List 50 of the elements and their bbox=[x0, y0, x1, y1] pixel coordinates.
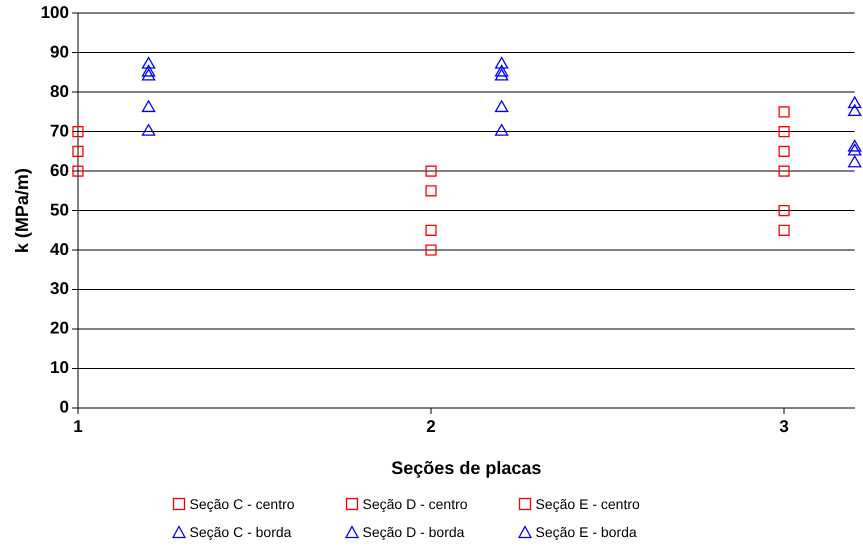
x-tick-label: 3 bbox=[779, 416, 789, 436]
legend-label: Seção E - centro bbox=[536, 496, 640, 512]
point bbox=[425, 185, 437, 196]
y-tick-label: 30 bbox=[50, 279, 69, 298]
point bbox=[778, 146, 790, 157]
x-tick-label: 2 bbox=[426, 416, 436, 436]
point bbox=[848, 140, 862, 152]
y-tick-label: 70 bbox=[50, 121, 69, 140]
point bbox=[72, 146, 84, 157]
point bbox=[494, 68, 508, 81]
y-tick-label: 100 bbox=[40, 2, 69, 22]
y-tick-label: 80 bbox=[50, 82, 69, 101]
point bbox=[425, 166, 437, 177]
point bbox=[778, 126, 790, 138]
x-tick-label: 1 bbox=[73, 416, 83, 436]
y-tick-label: 10 bbox=[50, 358, 69, 378]
point bbox=[142, 124, 156, 136]
y-tick-label: 50 bbox=[50, 200, 69, 220]
point bbox=[72, 166, 84, 177]
point bbox=[848, 96, 862, 108]
point bbox=[848, 156, 862, 168]
y-tick-label: 60 bbox=[50, 160, 69, 180]
point bbox=[494, 56, 508, 69]
legend-label: Seção D - borda bbox=[362, 524, 464, 540]
point bbox=[142, 68, 156, 81]
point bbox=[494, 124, 508, 136]
point bbox=[425, 244, 437, 256]
y-tick-label: 0 bbox=[59, 398, 69, 417]
legend-label: Seção E - borda bbox=[536, 524, 637, 540]
point bbox=[778, 205, 790, 216]
point bbox=[142, 64, 156, 77]
legend-label: Seção C - centro bbox=[190, 496, 295, 512]
point bbox=[142, 100, 156, 112]
y-tick-label: 40 bbox=[50, 240, 69, 259]
point bbox=[778, 106, 790, 118]
point bbox=[142, 56, 156, 69]
point bbox=[425, 224, 437, 236]
x-axis-title: Seções de placas bbox=[391, 458, 542, 478]
point bbox=[848, 144, 862, 156]
y-axis-title: k (MPa/m) bbox=[12, 168, 32, 254]
legend-label: Seção C - borda bbox=[190, 524, 292, 540]
point bbox=[72, 126, 84, 138]
point bbox=[778, 224, 790, 236]
legend-label: Seção D - centro bbox=[362, 496, 468, 512]
point bbox=[848, 104, 862, 116]
y-tick-label: 90 bbox=[50, 42, 69, 62]
point bbox=[778, 166, 790, 177]
y-tick-label: 20 bbox=[50, 318, 69, 338]
point bbox=[494, 100, 508, 112]
point bbox=[494, 64, 508, 77]
